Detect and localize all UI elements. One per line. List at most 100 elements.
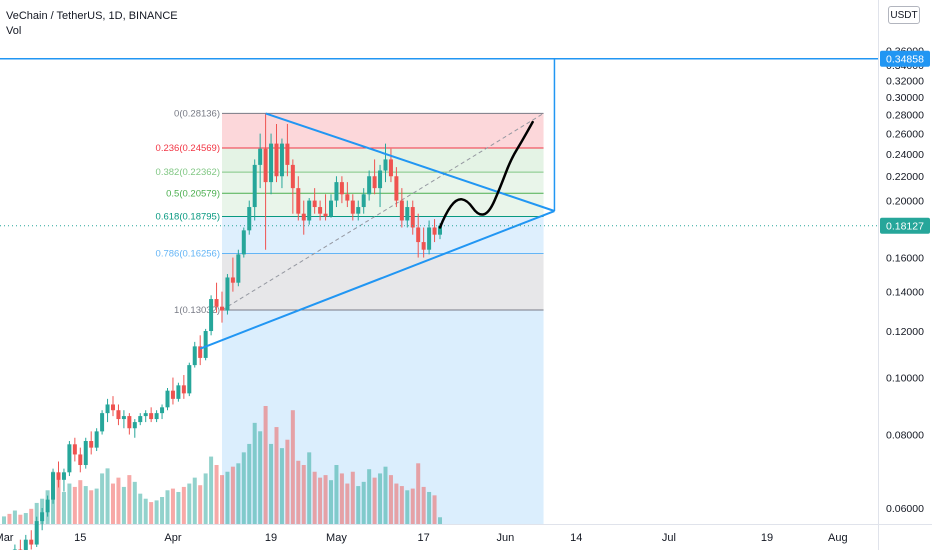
- time-axis-labels: Mar 15 Apr 19 May 17 Jun 14 Jul 19 Aug: [0, 532, 848, 544]
- candle-body: [279, 143, 284, 177]
- price-tick-label: 0.10000: [886, 373, 924, 385]
- candle-body: [34, 521, 39, 545]
- candle-body: [198, 346, 203, 358]
- candle-body: [345, 194, 350, 201]
- volume-bar: [296, 460, 301, 524]
- volume-bar: [181, 486, 186, 524]
- candle-body: [225, 277, 230, 311]
- price-tick-label: 0.22000: [886, 171, 924, 183]
- candle-body: [285, 143, 290, 165]
- volume-bar: [78, 480, 83, 524]
- fib-level-label: 1(0.13032): [174, 305, 220, 316]
- candle-body: [350, 200, 355, 214]
- volume-bar: [127, 475, 132, 524]
- volume-bar: [323, 475, 328, 524]
- candles: [12, 113, 442, 550]
- candle-body: [378, 170, 383, 189]
- volume-bar: [165, 490, 170, 524]
- candle-body: [138, 416, 143, 423]
- time-tick-label: Mar: [0, 532, 14, 544]
- candle-body: [121, 416, 126, 420]
- candle-body: [154, 413, 159, 420]
- volume-bar: [383, 466, 388, 524]
- volume-bar: [7, 513, 12, 524]
- volume-bar: [23, 513, 28, 524]
- fib-retracement: 0(0.28136) 0.236(0.24569) 0.382(0.22362) 0.…: [156, 108, 544, 524]
- volume-bar: [230, 466, 235, 524]
- volume-bar: [410, 488, 415, 524]
- candle-body: [61, 472, 66, 480]
- volume-bar: [334, 465, 339, 524]
- volume-bar: [405, 490, 410, 524]
- candle-body: [307, 200, 312, 221]
- candle-body: [323, 213, 328, 217]
- symbol-title[interactable]: VeChain / TetherUS, 1D, BINANCE: [6, 10, 178, 22]
- volume-bar: [89, 490, 94, 524]
- volume-bar: [399, 486, 404, 524]
- fib-level-label: 0.236(0.24569): [156, 143, 220, 154]
- target-price-badge-bg: [880, 50, 930, 67]
- currency-button[interactable]: USDT: [888, 6, 920, 24]
- volume-bar: [432, 495, 437, 524]
- candle-body: [334, 182, 339, 201]
- volume-bar: [132, 481, 137, 524]
- volume-bar: [438, 517, 442, 524]
- volume-indicator-label[interactable]: Vol: [6, 25, 22, 37]
- price-tick-label: 0.30000: [886, 92, 924, 104]
- candle-body: [383, 159, 388, 171]
- candle-body: [40, 512, 45, 522]
- volume-bar: [247, 443, 252, 524]
- volume-bar: [94, 488, 99, 524]
- volume-bar: [34, 502, 39, 524]
- volume-bar: [2, 516, 6, 524]
- candle-body: [214, 299, 219, 307]
- volume-bar: [225, 471, 230, 524]
- volume-bar: [111, 483, 115, 524]
- candle-body: [100, 413, 105, 432]
- fib-level-label: 0.786(0.16256): [156, 249, 220, 260]
- candle-body: [269, 143, 274, 183]
- volume-bar: [339, 473, 344, 524]
- candle-body: [241, 230, 246, 255]
- volume-bar: [416, 463, 421, 524]
- candle-body: [132, 422, 137, 429]
- volume-bar: [192, 477, 197, 524]
- candle-body: [405, 207, 410, 221]
- candle-body: [203, 331, 208, 358]
- volume-bar: [187, 483, 192, 524]
- volume-bar: [72, 486, 77, 524]
- candle-body: [258, 148, 263, 165]
- fib-zone: [222, 172, 544, 194]
- candle-body: [23, 539, 28, 550]
- volume-bar: [100, 473, 105, 524]
- candle-body: [263, 148, 268, 183]
- volume-bar: [220, 475, 224, 524]
- candle-body: [247, 207, 252, 231]
- volume-bar: [378, 473, 383, 524]
- time-tick-label: Jun: [497, 532, 515, 544]
- volume-bar: [301, 465, 306, 524]
- time-tick-label: Jul: [662, 532, 676, 544]
- volume-bar: [388, 475, 393, 524]
- candle-body: [372, 176, 377, 189]
- volume-bar: [258, 431, 263, 524]
- volume-bar: [29, 508, 34, 524]
- volume-bar: [121, 486, 126, 524]
- volume-bar: [154, 500, 159, 524]
- volume-bar: [149, 502, 154, 524]
- candle-body: [274, 143, 279, 177]
- time-tick-label: 17: [418, 532, 430, 544]
- fib-level-label: 0.382(0.22362): [156, 167, 220, 178]
- triangle-pattern: [0, 57, 878, 350]
- target-price-badge: 0.34858: [880, 50, 930, 67]
- candle-body: [116, 410, 121, 420]
- candle-body: [181, 385, 186, 394]
- candle-body: [89, 441, 94, 448]
- fib-level-label: 0.5(0.20579): [166, 188, 220, 199]
- volume-bar: [427, 491, 432, 524]
- candle-body: [367, 176, 372, 195]
- candle-body: [361, 194, 366, 208]
- candle-body: [356, 207, 361, 214]
